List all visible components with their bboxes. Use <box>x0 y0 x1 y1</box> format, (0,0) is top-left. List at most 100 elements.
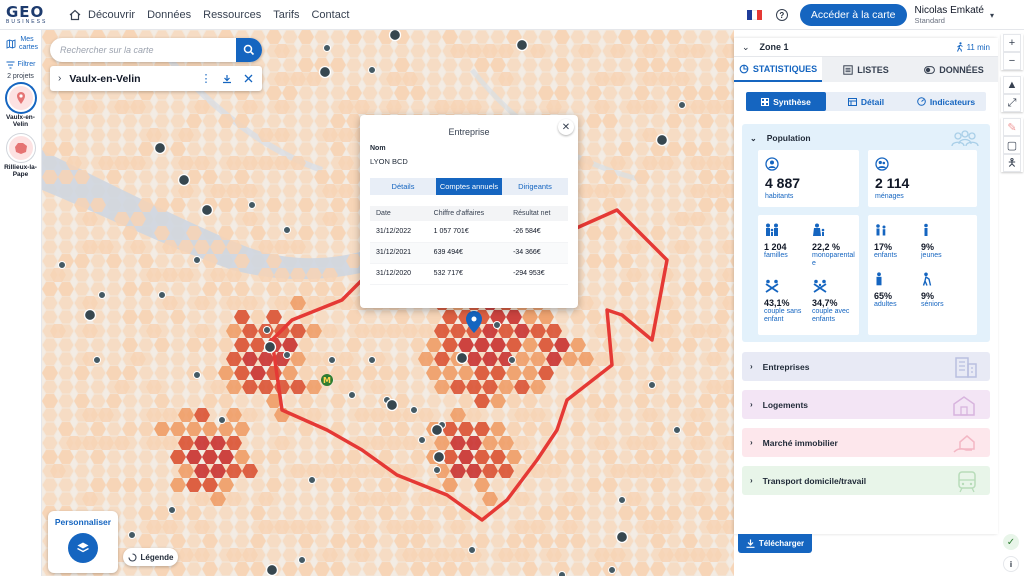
nav-item-contact[interactable]: Contact <box>311 8 350 21</box>
close-icon[interactable]: ✕ <box>558 119 574 135</box>
poi-dot[interactable] <box>618 496 626 504</box>
poi-dot[interactable] <box>678 101 686 109</box>
poi-dot[interactable] <box>93 356 101 364</box>
street-view-icon[interactable]: 🯅 <box>1003 154 1021 172</box>
poi-dot[interactable] <box>283 226 291 234</box>
poi-cluster[interactable] <box>615 530 629 544</box>
poi-cluster[interactable] <box>83 308 97 322</box>
poi-dot[interactable] <box>98 291 106 299</box>
poi-dot[interactable] <box>193 371 201 379</box>
population-header[interactable]: ⌄ Population <box>742 124 990 152</box>
zone-header[interactable]: ⌄ Zone 1 11 min <box>734 38 998 57</box>
poi-dot[interactable] <box>648 381 656 389</box>
poi-dot[interactable] <box>308 476 316 484</box>
poi-dot[interactable] <box>298 556 306 564</box>
poi-cluster[interactable] <box>385 398 399 412</box>
info-icon[interactable]: i <box>1003 556 1019 572</box>
poi-cluster[interactable] <box>263 340 277 354</box>
more-vertical-icon[interactable]: ⋮ <box>200 73 212 85</box>
poi-cluster[interactable] <box>455 351 469 365</box>
tab-detail[interactable]: Détail <box>826 92 906 111</box>
nav-item-tarifs[interactable]: Tarifs <box>273 8 300 21</box>
caret-down-icon[interactable]: ▾ <box>989 10 994 20</box>
logo[interactable]: GEO BUSINESS <box>6 4 62 25</box>
poi-dot[interactable] <box>418 436 426 444</box>
section-marche-immobilier[interactable]: › Marché immobilier <box>742 428 990 457</box>
poi-cluster[interactable] <box>177 173 191 187</box>
poi-dot[interactable] <box>168 506 176 514</box>
chevron-down-icon[interactable]: ⌄ <box>750 133 757 143</box>
poi-cluster[interactable] <box>265 563 279 576</box>
poi-dot[interactable] <box>248 201 256 209</box>
user-menu[interactable]: Nicolas Emkaté Standard <box>915 5 984 25</box>
selected-location-pin-icon[interactable] <box>466 311 482 333</box>
poi-dot[interactable] <box>368 356 376 364</box>
section-entreprises[interactable]: › Entreprises <box>742 352 990 381</box>
download-icon[interactable] <box>220 72 234 86</box>
poi-dot[interactable] <box>263 326 271 334</box>
tab-lists[interactable]: LISTES <box>822 57 910 82</box>
tab-details[interactable]: Détails <box>391 182 415 191</box>
nav-item-donnees[interactable]: Données <box>147 8 192 21</box>
section-transport[interactable]: › Transport domicile/travail <box>742 466 990 495</box>
poi-cluster[interactable] <box>388 30 402 42</box>
poi-dot[interactable] <box>283 351 291 359</box>
filter-button[interactable]: Filtrer <box>0 61 41 69</box>
tab-statistics[interactable]: STATISTIQUES <box>734 57 822 82</box>
poi-dot[interactable] <box>558 571 566 576</box>
poi-dot[interactable] <box>158 291 166 299</box>
tab-synthesis[interactable]: Synthèse <box>746 92 826 111</box>
legend-button[interactable]: Légende <box>123 548 178 566</box>
poi-dot[interactable] <box>673 426 681 434</box>
tab-directors[interactable]: Dirigeants <box>518 182 552 191</box>
mcdonalds-poi-icon[interactable]: M <box>321 374 333 386</box>
zoom-out-icon[interactable]: − <box>1003 52 1021 70</box>
search-input[interactable] <box>50 45 236 55</box>
poi-cluster[interactable] <box>655 133 669 147</box>
my-maps-button[interactable]: Mes cartes <box>0 36 41 52</box>
compass-icon[interactable]: ▲ <box>1003 76 1021 94</box>
poi-dot[interactable] <box>410 406 418 414</box>
nav-item-ressources[interactable]: Ressources <box>203 8 262 21</box>
draw-icon[interactable]: ✎ <box>1003 118 1021 136</box>
download-button[interactable]: Télécharger <box>738 534 812 553</box>
tab-indicators[interactable]: Indicateurs <box>906 92 986 111</box>
fullscreen-icon[interactable]: ⤢ <box>1003 94 1021 112</box>
poi-dot[interactable] <box>368 66 376 74</box>
poi-dot[interactable] <box>128 531 136 539</box>
poi-dot[interactable] <box>323 44 331 52</box>
poi-dot[interactable] <box>508 356 516 364</box>
poi-dot[interactable] <box>58 261 66 269</box>
chevron-right-icon[interactable]: › <box>58 73 62 84</box>
poi-cluster[interactable] <box>432 450 446 464</box>
home-icon[interactable] <box>68 8 82 22</box>
check-icon[interactable]: ✓ <box>1003 534 1019 550</box>
poi-cluster[interactable] <box>153 141 167 155</box>
french-flag-icon[interactable] <box>746 10 762 20</box>
poi-cluster[interactable] <box>430 423 444 437</box>
help-icon[interactable]: ? <box>775 9 788 21</box>
poi-dot[interactable] <box>468 546 476 554</box>
poi-dot[interactable] <box>608 566 616 574</box>
close-icon[interactable] <box>241 72 255 86</box>
nav-item-decouvrir[interactable]: Découvrir <box>88 8 136 21</box>
poi-dot[interactable] <box>348 391 356 399</box>
poi-dot[interactable] <box>193 256 201 264</box>
section-logements[interactable]: › Logements <box>742 390 990 419</box>
tab-annual-accounts[interactable]: Comptes annuels <box>436 178 502 195</box>
poi-dot[interactable] <box>493 321 501 329</box>
access-map-button[interactable]: Accéder à la carte <box>799 4 907 26</box>
poi-cluster[interactable] <box>318 65 332 79</box>
poi-dot[interactable] <box>328 356 336 364</box>
search-button[interactable] <box>236 38 262 62</box>
poi-dot[interactable] <box>433 466 441 474</box>
project-rillieux-la-pape[interactable]: Rillieux-la-Pape <box>0 134 41 178</box>
zoom-in-icon[interactable]: + <box>1003 34 1021 52</box>
poi-cluster[interactable] <box>515 38 529 52</box>
personalize-button[interactable] <box>68 533 98 563</box>
chevron-down-icon[interactable]: ⌄ <box>742 41 750 52</box>
poi-cluster[interactable] <box>200 203 214 217</box>
tab-data[interactable]: DONNÉES <box>910 57 998 82</box>
layers-toggle-icon[interactable]: ▢ <box>1003 136 1021 154</box>
poi-dot[interactable] <box>218 416 226 424</box>
